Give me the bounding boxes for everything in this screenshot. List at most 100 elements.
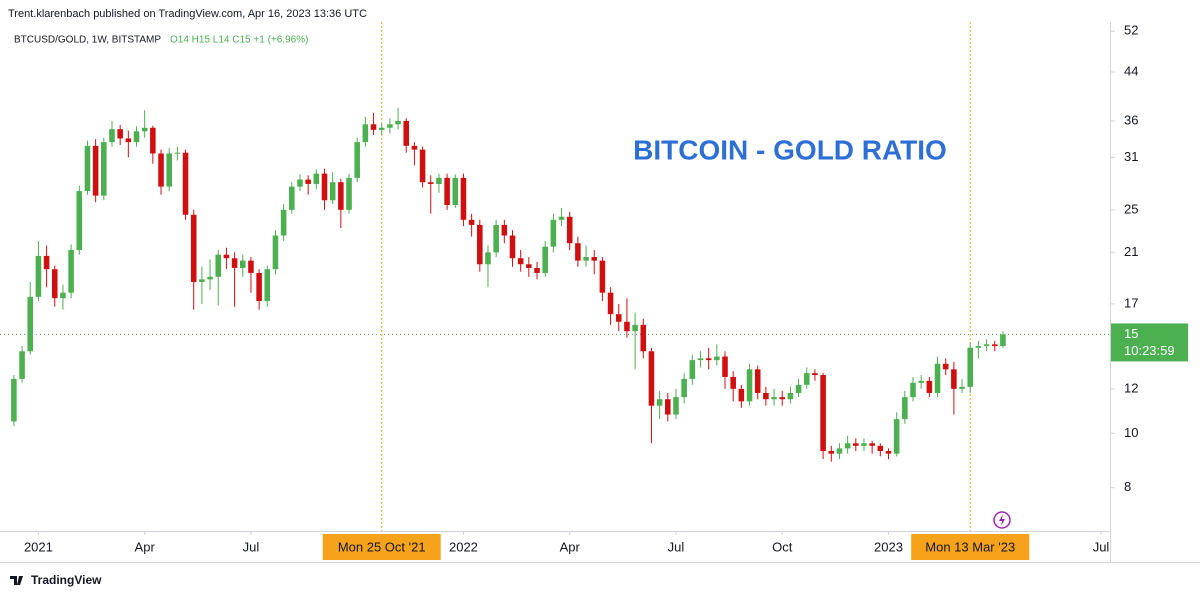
candle-body	[722, 356, 728, 377]
candle-body	[787, 392, 794, 400]
candle-body	[812, 373, 818, 376]
candle-body	[150, 127, 156, 154]
candle-body	[738, 388, 745, 402]
candle-body	[256, 272, 262, 302]
candle-body	[403, 120, 410, 146]
event-icon[interactable]	[993, 511, 1011, 529]
candle-body	[910, 382, 916, 398]
candle-body	[509, 235, 516, 259]
candle-body	[517, 258, 524, 265]
x-tick-label: Jul	[1093, 539, 1110, 554]
candle-body	[951, 369, 957, 389]
candle-body	[673, 397, 679, 415]
candle-body	[477, 224, 483, 265]
candle-body	[133, 131, 140, 143]
x-tick-label: Oct	[772, 539, 793, 554]
candle-body	[68, 250, 74, 293]
candle-body	[566, 216, 573, 244]
x-tick-label: Jul	[668, 539, 685, 554]
candle-body	[902, 397, 908, 420]
candle-body	[223, 254, 230, 259]
candle-body	[869, 443, 875, 446]
candle-body	[395, 120, 401, 125]
candle-body	[35, 255, 42, 297]
candle-body	[215, 254, 222, 277]
candle-body	[836, 448, 843, 454]
candle-body	[820, 375, 826, 452]
footer-logo	[10, 576, 23, 585]
candle-body	[199, 279, 205, 282]
candle-body	[444, 177, 450, 206]
candle-body	[207, 276, 213, 280]
candle-body	[19, 351, 25, 379]
candle-body	[705, 358, 712, 361]
event-icon-bolt	[999, 514, 1005, 526]
candle-body	[43, 255, 50, 270]
candle-body	[125, 138, 132, 143]
candle-body	[305, 179, 311, 184]
candle-body	[338, 182, 344, 210]
candle-body	[313, 173, 320, 184]
last-price-countdown: 10:23:59	[1124, 343, 1175, 358]
candle-body	[321, 173, 328, 201]
candle-body	[975, 346, 982, 348]
candle-body	[354, 142, 360, 178]
candle-body	[436, 177, 442, 184]
candle-body	[231, 258, 238, 268]
candle-body	[501, 224, 508, 236]
candle-body	[1000, 334, 1006, 347]
candle-body	[632, 324, 638, 332]
candle-body	[599, 260, 606, 293]
x-tick-label: Apr	[135, 539, 156, 554]
x-tick-label: 2022	[449, 539, 478, 554]
candle-body	[763, 392, 769, 400]
candle-body	[853, 443, 859, 446]
candle-body	[493, 224, 499, 253]
last-price-label: 15	[1124, 326, 1138, 341]
candle-body	[427, 182, 434, 184]
candle-body	[158, 153, 164, 187]
candle-body	[795, 384, 802, 393]
candle-body	[166, 153, 172, 187]
candle-body	[526, 264, 532, 268]
candle-body	[681, 378, 687, 398]
candle-body	[289, 186, 295, 210]
candle-body	[411, 145, 418, 150]
candle-body	[648, 351, 655, 406]
candle-body	[934, 363, 941, 393]
candle-body	[983, 344, 990, 347]
candle-body	[803, 373, 810, 385]
candle-body	[542, 246, 548, 273]
y-tick-label: 12	[1124, 380, 1138, 395]
crosshair-label-bg	[322, 534, 441, 560]
candle-body	[746, 369, 753, 402]
legend-symbol: BTCUSD/GOLD, 1W, BITSTAMP	[14, 35, 161, 46]
candle-body	[387, 124, 393, 128]
candle-body	[918, 380, 924, 383]
candle-body	[280, 209, 287, 236]
candle-body	[468, 219, 475, 225]
candle-body	[362, 124, 369, 143]
candle-body	[967, 347, 974, 387]
candle-body	[591, 257, 598, 261]
crosshair-label-bg	[911, 534, 1030, 560]
x-tick-label: 2021	[24, 539, 53, 554]
candle-body	[11, 378, 17, 422]
candle-body	[370, 124, 377, 130]
candle-body	[297, 179, 303, 187]
candle-body	[615, 314, 622, 322]
candle-body	[378, 127, 385, 130]
candle-body	[346, 177, 352, 210]
y-tick-label: 52	[1124, 23, 1138, 38]
candle-body	[754, 369, 761, 393]
candle-body	[248, 260, 254, 273]
candle-body	[844, 443, 851, 449]
header: Trent.klarenbach published on TradingVie…	[8, 8, 367, 20]
candle-body	[51, 269, 58, 299]
candle-body	[329, 182, 336, 201]
y-tick-label: 8	[1124, 479, 1131, 494]
candle-body	[182, 152, 189, 215]
candle-body	[926, 380, 933, 393]
candle-body	[460, 177, 467, 220]
candle-body	[640, 324, 647, 352]
